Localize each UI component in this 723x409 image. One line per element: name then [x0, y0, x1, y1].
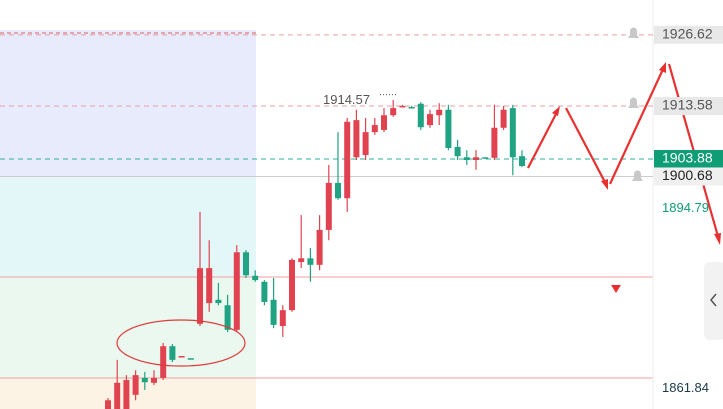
candle-body: [445, 109, 452, 148]
side-tab[interactable]: [704, 262, 723, 340]
candle-body: [252, 275, 259, 281]
candle-body: [436, 109, 443, 116]
candle-body: [482, 157, 489, 159]
zone: [0, 177, 256, 277]
candle-body: [390, 108, 397, 116]
candle-body: [335, 182, 341, 199]
candle-body: [279, 310, 286, 326]
candle-body: [298, 258, 305, 263]
candle-body: [408, 107, 415, 109]
candle-body: [344, 121, 351, 199]
candle-body: [215, 299, 222, 304]
candle-body: [197, 268, 203, 324]
candle-body: [353, 120, 360, 158]
candle-body: [233, 252, 240, 330]
candle-body: [491, 127, 498, 158]
price-label: 1903.88: [662, 150, 713, 166]
price-label: 1894.79: [662, 200, 709, 215]
candle-body: [187, 358, 194, 360]
candle-body: [381, 115, 387, 130]
zone: [0, 30, 256, 177]
candle-body: [169, 346, 176, 360]
price-label-box: [654, 150, 723, 169]
candle-body: [151, 377, 157, 383]
candle-body: [206, 268, 213, 304]
candle-body: [519, 156, 525, 167]
price-label-box: [654, 25, 723, 44]
candle-body: [141, 377, 148, 383]
candle-body: [160, 346, 167, 378]
candle-body: [362, 132, 369, 156]
candle-body: [325, 182, 332, 230]
candle-body: [500, 109, 507, 128]
arrow-heads: [552, 62, 721, 293]
annotation-ellipse: [116, 319, 246, 367]
candle-body: [261, 281, 268, 302]
candle-body: [509, 108, 516, 158]
candle-body: [105, 400, 111, 409]
side-tab-arrow: [710, 293, 717, 307]
candle-body: [316, 229, 323, 265]
candle-body: [473, 157, 479, 160]
candle-body: [224, 305, 231, 330]
price-label: 1913.58: [662, 97, 713, 113]
price-label-box: [654, 97, 723, 116]
candle-body: [454, 146, 461, 157]
candle-body: [371, 125, 378, 133]
price-label: 1900.68: [662, 167, 713, 183]
candle-body: [178, 356, 185, 358]
candle-body: [289, 259, 295, 311]
candle-body: [427, 114, 433, 126]
candle-body: [399, 105, 406, 108]
candle-body: [417, 103, 424, 128]
price-label-box: [654, 167, 723, 186]
candle-body: [132, 375, 139, 395]
candle-body: [114, 382, 121, 409]
bell-icons: [628, 27, 643, 181]
price-label: 1861.84: [662, 380, 709, 395]
candle-body: [463, 157, 470, 160]
candle-body: [307, 258, 314, 265]
price-label: 1926.62: [662, 26, 713, 42]
high-marker: 1914.57: [323, 92, 370, 107]
zone: [0, 277, 256, 378]
candle-body: [243, 252, 249, 276]
candle-body: [123, 380, 130, 409]
candle-body: [270, 299, 277, 325]
